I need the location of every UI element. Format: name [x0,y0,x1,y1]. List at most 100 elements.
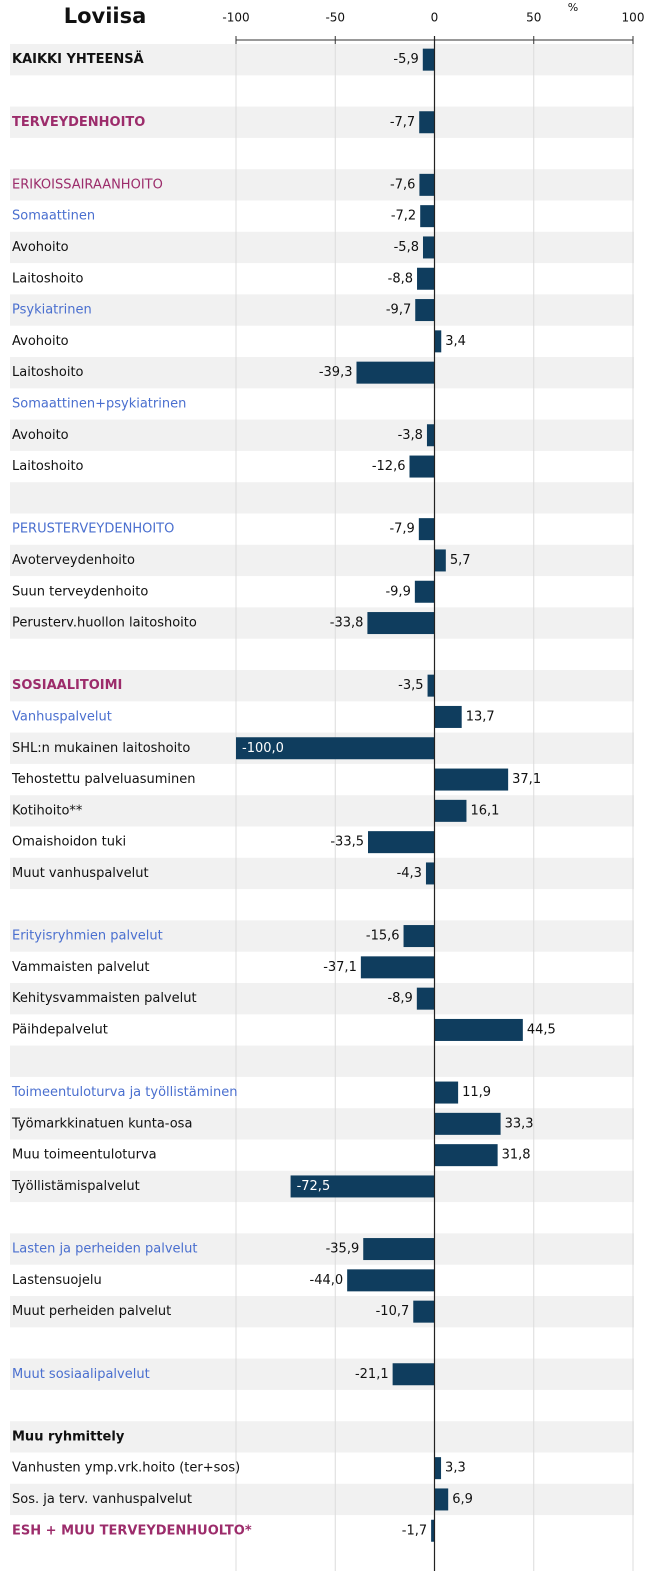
value-label: 6,9 [452,1492,473,1507]
x-tick-label: -100 [222,11,249,25]
row-band [10,1045,634,1077]
category-label: Avohoito [12,240,69,255]
category-label: Omaishoidon tuki [12,835,126,850]
row-band [10,607,634,639]
row-band [10,1421,634,1453]
bar [426,424,435,447]
row-band [10,1483,634,1516]
category-label: Muut vanhuspalvelut [12,866,149,881]
row-band [10,795,634,827]
row-band [10,1108,634,1140]
category-label: Suun terveydenhoito [12,584,148,599]
bar [422,48,435,71]
value-label: -5,9 [393,52,418,67]
bar [368,831,435,854]
bar [425,862,435,885]
bar [434,1457,442,1480]
value-label: -4,3 [397,866,422,881]
value-label: -9,9 [385,584,410,599]
bar [419,111,435,134]
bar [431,1519,435,1542]
value-label: 16,1 [470,803,499,818]
row-band [10,1296,634,1328]
category-label: Erityisryhmien palvelut [12,929,163,944]
row-band [10,983,634,1015]
row-band [10,169,634,201]
value-label: -3,8 [398,428,423,443]
category-label: PERUSTERVEYDENHOITO [12,522,174,537]
value-label: -7,2 [391,209,416,224]
bar [236,737,435,760]
category-label: Laitoshoito [12,459,84,474]
category-label: Somaattinen+psykiatrinen [12,396,186,411]
value-label: 11,9 [462,1085,491,1100]
value-label: 13,7 [466,709,495,724]
bar [434,1488,449,1511]
value-label: -8,8 [388,271,413,286]
category-label: TERVEYDENHOITO [12,115,145,130]
row-band [10,231,634,264]
row-band [10,670,634,702]
category-label: Lastensuojelu [12,1273,102,1288]
row-band [10,920,634,952]
value-label: -100,0 [242,741,284,756]
x-tick-label: -50 [325,11,345,25]
bar [392,1363,435,1386]
bar [414,580,435,603]
value-label: -33,8 [330,616,364,631]
value-label: 5,7 [450,553,471,568]
category-label: Laitoshoito [12,365,84,380]
category-label: Kehitysvammaisten palvelut [12,991,197,1006]
category-label: Laitoshoito [12,271,84,286]
bar [434,1144,498,1167]
row-band [10,1233,634,1265]
value-label: 33,3 [505,1116,534,1131]
category-label: ERIKOISSAIRAANHOITO [12,177,163,192]
x-tick-label: 0 [431,11,439,25]
bar [422,236,435,259]
bar [409,455,435,478]
value-label: -7,7 [390,115,415,130]
value-label: 3,3 [445,1461,466,1476]
bar [434,705,462,728]
value-label: -12,6 [372,459,406,474]
category-label: Tehostettu palveluasuminen [11,772,195,787]
row-band [10,419,634,451]
value-label: 31,8 [502,1148,531,1163]
row-band [10,1358,634,1390]
category-label: Vammaisten palvelut [12,960,149,975]
value-label: -7,6 [390,177,415,192]
value-label: -7,9 [389,522,414,537]
bar [290,1175,435,1198]
value-label: -72,5 [297,1179,331,1194]
chart-title: Loviisa [64,4,147,28]
bar [419,173,435,196]
category-label: Muut sosiaalipalvelut [12,1367,150,1382]
value-label: -15,6 [366,929,400,944]
category-label: Sos. ja terv. vanhuspalvelut [12,1492,192,1507]
row-band [10,544,634,577]
bar [434,799,467,822]
bar [418,518,435,541]
bar [434,330,442,353]
value-label: -44,0 [310,1273,344,1288]
bar [434,1112,501,1135]
category-label: Avoterveydenhoito [12,553,135,568]
bar [360,956,435,979]
bar [363,1238,435,1261]
category-label: Avohoito [12,334,69,349]
bar [434,768,509,791]
value-label: -10,7 [376,1304,410,1319]
bar [427,674,435,697]
row-band [10,857,634,890]
value-label: -5,8 [394,240,419,255]
bar [367,612,435,635]
category-label: SHL:n mukainen laitoshoito [12,741,190,756]
category-label: SOSIAALITOIMI [12,678,122,693]
value-label: -1,7 [402,1523,427,1538]
value-label: -37,1 [323,960,357,975]
axis-unit: % [568,1,578,14]
category-label: Vanhuspalvelut [12,709,112,724]
bar [403,925,435,948]
